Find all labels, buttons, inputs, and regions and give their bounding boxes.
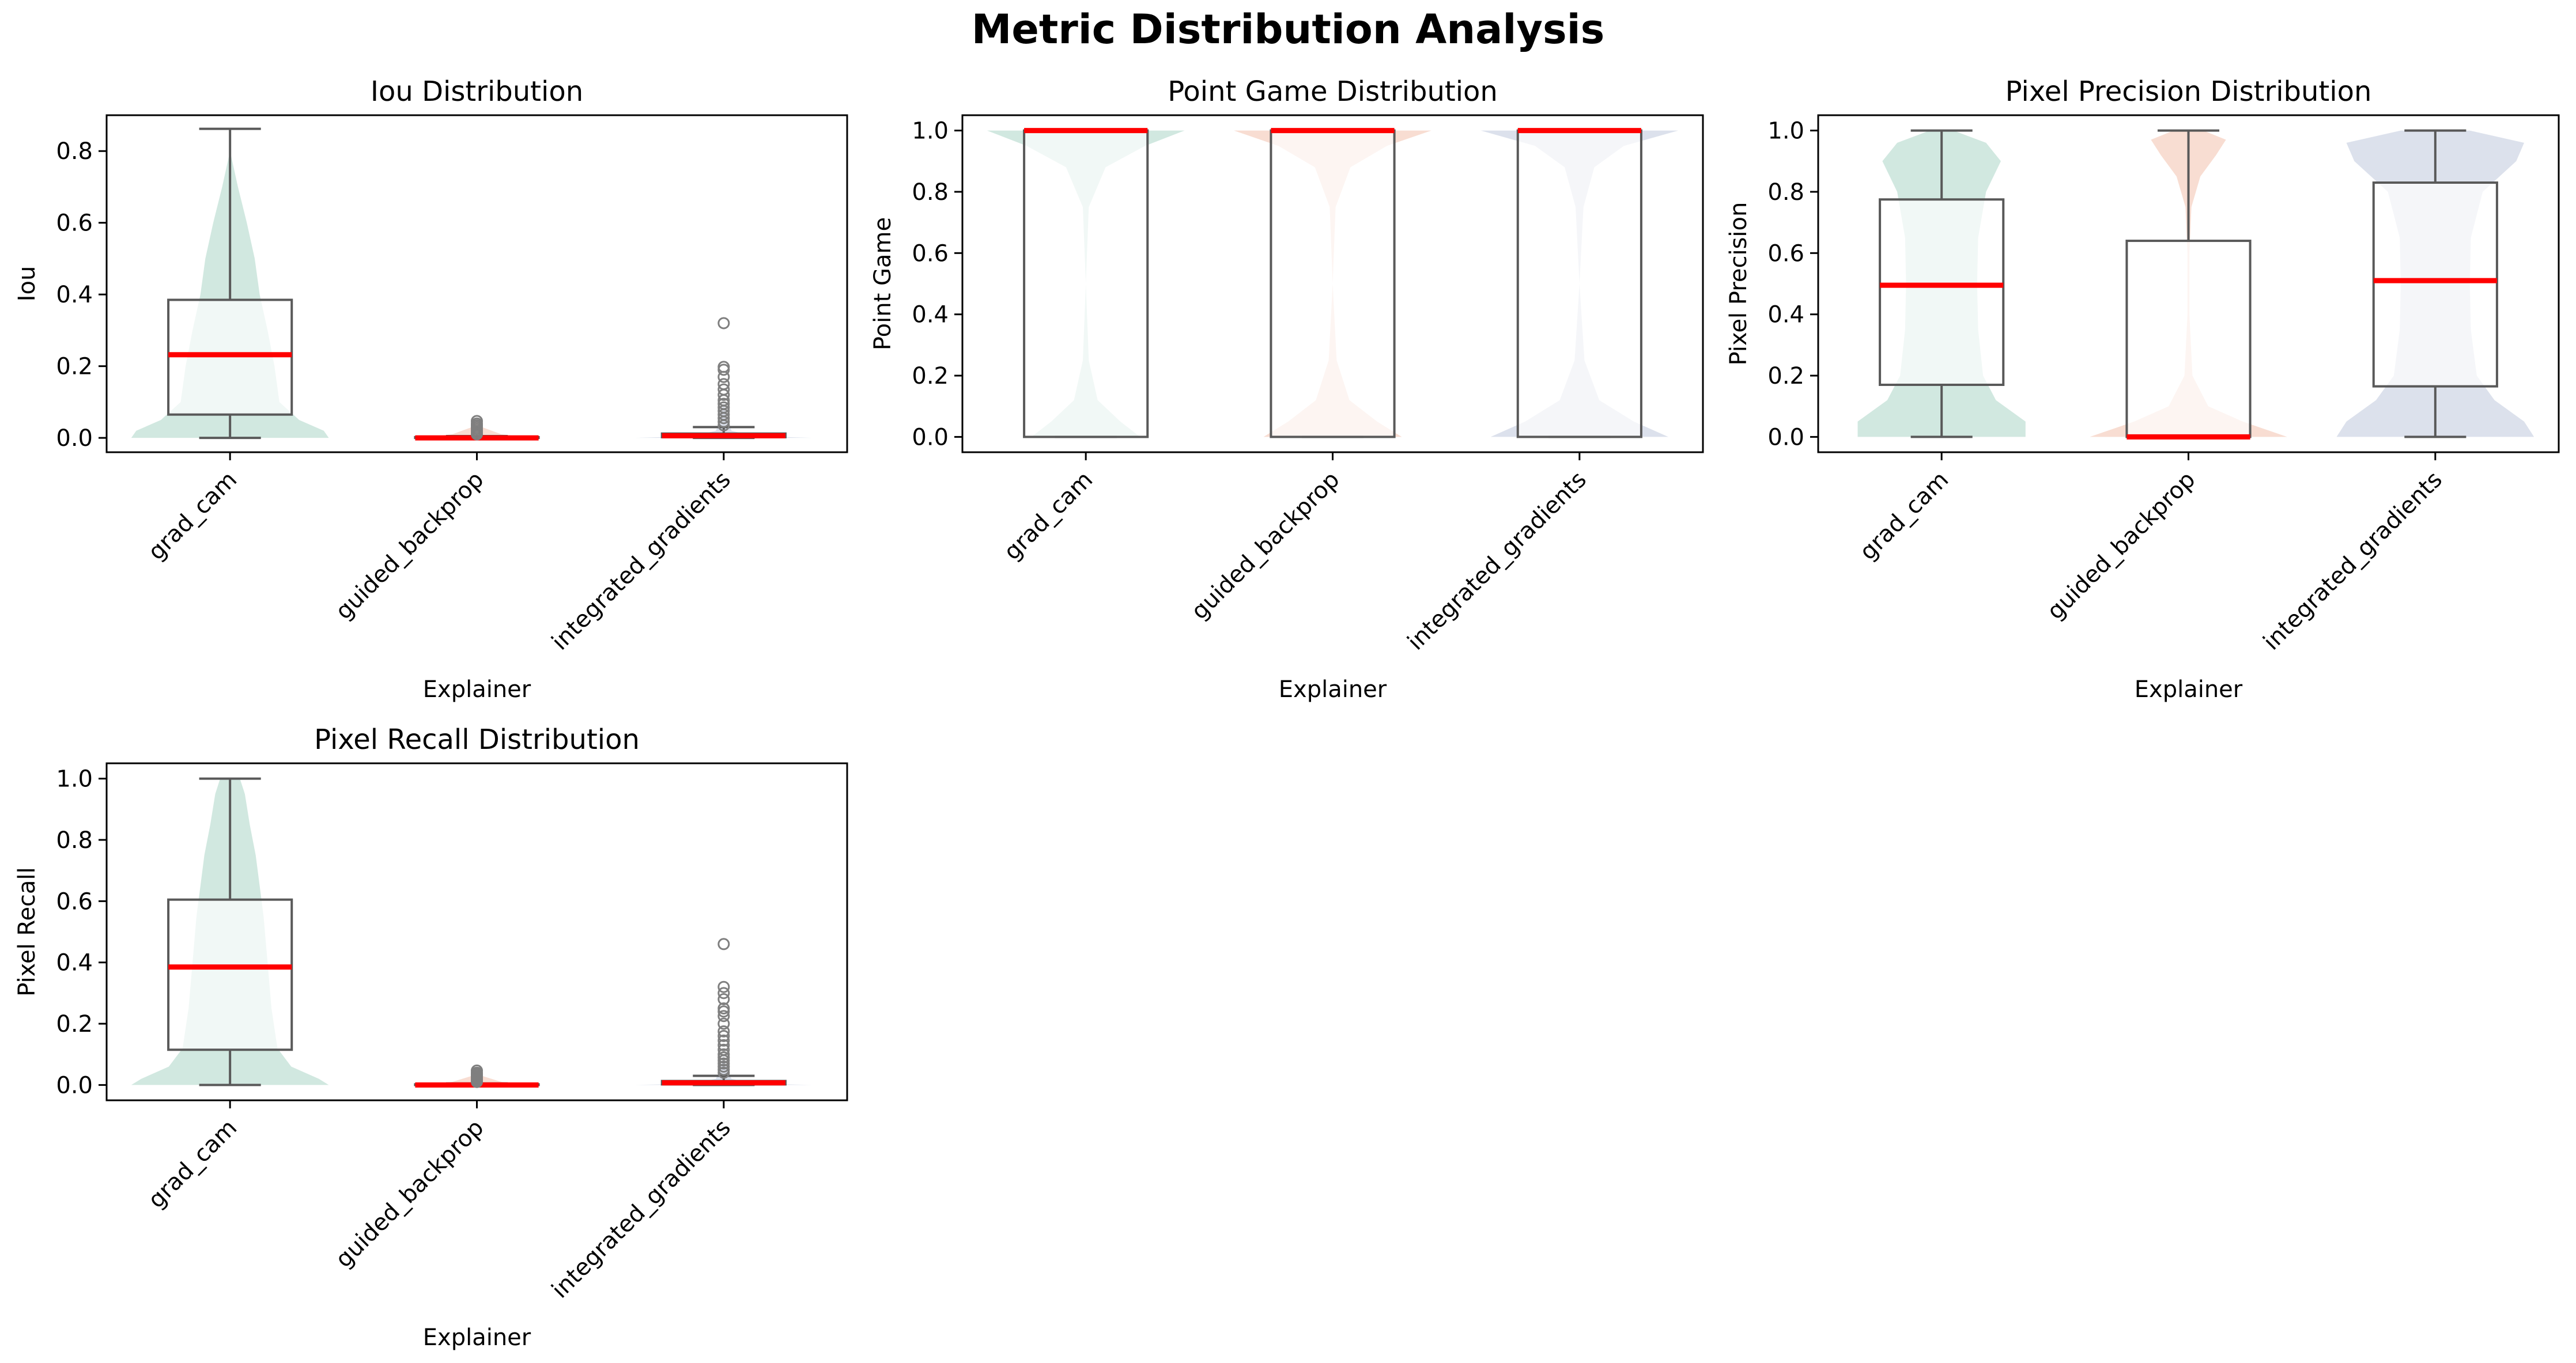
x-tick-label: grad_cam <box>999 467 1098 566</box>
subplot-title: Pixel Precision Distribution <box>2005 75 2372 108</box>
y-tick-label: 0.8 <box>56 827 93 854</box>
y-tick-label: 0.2 <box>56 354 93 380</box>
outlier-point <box>717 1002 730 1014</box>
outlier-point <box>717 401 730 414</box>
outlier-point <box>717 1025 730 1038</box>
y-tick-label: 0.4 <box>56 950 93 976</box>
outlier-point <box>471 415 483 427</box>
violin-integrated_gradients <box>634 1054 813 1085</box>
x-tick-label: guided_backprop <box>1186 467 1344 625</box>
outlier-point <box>717 397 730 410</box>
box-grad_cam <box>1023 129 1149 438</box>
y-tick-label: 0.6 <box>912 240 949 267</box>
y-tick-label: 1.0 <box>56 766 93 793</box>
x-tick-label: guided_backprop <box>330 467 489 625</box>
x-tick-label: grad_cam <box>1854 467 1954 566</box>
y-tick-label: 0.0 <box>912 424 949 450</box>
y-tick-label: 0.2 <box>1767 363 1804 389</box>
y-tick-label: 1.0 <box>1767 118 1804 145</box>
y-tick-label: 0.4 <box>1767 302 1804 328</box>
y-axis-label: Iou <box>14 266 40 302</box>
y-tick-label: 1.0 <box>912 118 949 145</box>
figure-title: Metric Distribution Analysis <box>971 6 1605 53</box>
subplot-3: 0.0 0.2 0.4 0.6 0.8 1.0 grad_cam guided_backpro… <box>1725 75 2560 703</box>
x-tick-label: integrated_gradients <box>547 467 736 656</box>
box-integrated_gradients <box>2372 181 2498 388</box>
y-tick-label: 0.4 <box>912 302 949 328</box>
subplot-title: Pixel Recall Distribution <box>314 724 640 756</box>
x-tick-label: grad_cam <box>143 1115 242 1214</box>
outlier-point <box>717 980 730 993</box>
x-tick-label: grad_cam <box>143 467 242 566</box>
outlier-point <box>717 383 730 396</box>
outlier-point <box>717 378 730 391</box>
x-axis-label: Explainer <box>1279 676 1387 703</box>
outlier-point <box>717 1034 730 1047</box>
x-tick-label: guided_backprop <box>2042 467 2200 625</box>
y-axis-label: Point Game <box>870 217 896 350</box>
subplot-1: 0.0 0.2 0.4 0.6 0.8 grad_cam guided_backprop in… <box>14 75 848 703</box>
y-tick-label: 0.6 <box>56 888 93 915</box>
outlier-point <box>717 1048 730 1061</box>
x-axis-label: Explainer <box>423 1324 531 1351</box>
y-tick-label: 0.0 <box>1767 424 1804 450</box>
outlier-point <box>717 1039 730 1051</box>
x-tick-label: integrated_gradients <box>1403 467 1592 656</box>
y-tick-label: 0.0 <box>56 425 93 452</box>
subplot-2: 0.0 0.2 0.4 0.6 0.8 1.0 grad_cam guided_backpro… <box>870 75 1704 703</box>
y-tick-label: 0.6 <box>56 210 93 237</box>
box-grad_cam <box>167 898 293 1051</box>
outlier-point <box>717 1029 730 1042</box>
box-grad_cam <box>1879 198 2005 386</box>
subplot-title: Iou Distribution <box>371 75 583 108</box>
x-tick-label: integrated_gradients <box>547 1115 736 1304</box>
x-tick-label: guided_backprop <box>330 1115 489 1273</box>
outlier-point <box>717 938 730 951</box>
x-axis-label: Explainer <box>2135 676 2243 703</box>
outlier-point <box>717 993 730 1005</box>
y-tick-label: 0.2 <box>56 1011 93 1038</box>
box-guided_backprop <box>1270 129 1396 438</box>
x-tick-label: integrated_gradients <box>2258 467 2447 656</box>
y-tick-label: 0.8 <box>1767 179 1804 206</box>
box-guided_backprop <box>2125 240 2252 438</box>
y-axis-label: Pixel Recall <box>14 867 40 997</box>
box-integrated_gradients <box>1516 129 1642 438</box>
y-tick-label: 0.4 <box>56 282 93 308</box>
outlier-point <box>717 361 730 373</box>
x-axis-label: Explainer <box>423 676 531 703</box>
y-tick-label: 0.8 <box>912 179 949 206</box>
y-tick-label: 0.8 <box>56 138 93 165</box>
y-tick-label: 0.2 <box>912 363 949 389</box>
subplot-4: 0.0 0.2 0.4 0.6 0.8 1.0 grad_cam guided_backpro… <box>14 724 848 1351</box>
outlier-point <box>717 987 730 999</box>
y-tick-label: 0.0 <box>56 1072 93 1099</box>
y-axis-label: Pixel Precision <box>1725 202 1752 366</box>
outlier-point <box>717 1043 730 1056</box>
outlier-point <box>717 1017 730 1030</box>
outlier-point <box>717 317 730 330</box>
outlier-point <box>717 1010 730 1023</box>
subplot-title: Point Game Distribution <box>1168 75 1498 108</box>
outlier-point <box>471 1064 483 1077</box>
y-tick-label: 0.6 <box>1767 240 1804 267</box>
